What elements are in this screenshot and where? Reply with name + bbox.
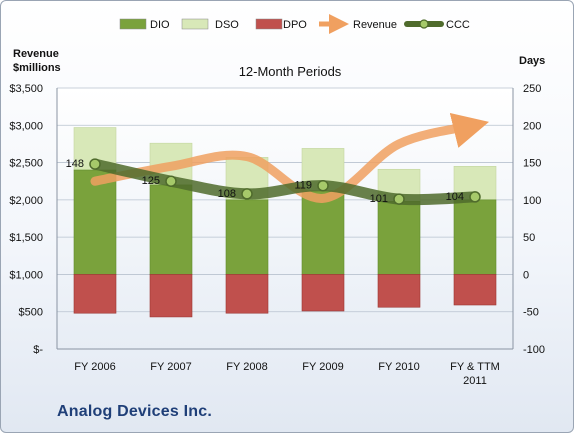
- ccc-data-label: 101: [370, 193, 388, 205]
- left-tick-label: $3,000: [9, 120, 43, 132]
- left-tick-label: $3,500: [9, 83, 43, 95]
- x-tick-label: FY 2010: [378, 361, 419, 373]
- revenue-point: [321, 196, 325, 200]
- dpo-bar: [301, 274, 345, 312]
- dpo-bar: [73, 274, 117, 314]
- ccc-point: [393, 193, 405, 205]
- right-tick-label: 200: [523, 120, 541, 132]
- revenue-point: [397, 142, 401, 146]
- right-tick-label: 0: [523, 269, 529, 281]
- left-tick-label: $1,000: [9, 269, 43, 281]
- dio-bar: [73, 169, 117, 275]
- legend-swatch-dio: [119, 18, 147, 30]
- left-tick-label: $-: [33, 344, 43, 356]
- left-tick-label: $2,500: [9, 158, 43, 170]
- x-tick-label: 2011: [463, 375, 487, 387]
- ccc-data-label: 148: [66, 158, 84, 170]
- ccc-data-label: 108: [218, 188, 236, 200]
- x-tick-label: FY & TTM: [450, 361, 500, 373]
- ccc-line: [89, 158, 481, 206]
- revenue-point: [93, 179, 97, 183]
- x-tick-label: FY 2006: [74, 361, 115, 373]
- left-tick-label: $1,500: [9, 232, 43, 244]
- x-tick-label: FY 2009: [302, 361, 343, 373]
- left-tick-label: $2,000: [9, 195, 43, 207]
- right-tick-label: -50: [523, 307, 539, 319]
- legend-swatch-dpo: [255, 18, 283, 30]
- ccc-data-label: 119: [294, 180, 312, 192]
- axis-layer: $- -100 $500 -50 $1,000 0 $1,500 50 $2,000 100 $2,…: [9, 83, 545, 387]
- dpo-bar: [149, 274, 193, 318]
- ccc-data-label: 104: [446, 191, 464, 203]
- right-axis-title: Days: [519, 55, 545, 67]
- right-tick-label: 100: [523, 195, 541, 207]
- dio-bar: [377, 201, 421, 275]
- revenue-point: [473, 123, 477, 127]
- right-tick-label: 150: [523, 158, 541, 170]
- right-tick-label: 50: [523, 232, 535, 244]
- ccc-point: [241, 188, 253, 200]
- right-tick-label: -100: [523, 344, 545, 356]
- legend-swatch-dso: [181, 18, 209, 30]
- ccc-point: [165, 175, 177, 187]
- chart-title: 12-Month Periods: [239, 64, 342, 79]
- dio-bar: [301, 190, 345, 275]
- dio-bar: [149, 184, 193, 275]
- dio-bar: [225, 199, 269, 275]
- dio-bar: [453, 199, 497, 275]
- ccc-data-label: 125: [142, 175, 160, 187]
- left-tick-label: $500: [19, 307, 43, 319]
- legend-label-ccc: CCC: [446, 19, 470, 31]
- right-tick-label: 250: [523, 83, 541, 95]
- x-tick-label: FY 2007: [150, 361, 191, 373]
- ccc-point: [469, 191, 481, 203]
- x-tick-label: FY 2008: [226, 361, 267, 373]
- legend-label-revenue: Revenue: [353, 19, 397, 31]
- legend: DIO DSO DPO Revenue CCC: [119, 14, 470, 34]
- revenue-point: [245, 155, 249, 159]
- line-layer: 148 125 108 119 101 104: [66, 112, 489, 206]
- left-axis-title-line2: $millions: [13, 62, 61, 74]
- legend-label-dso: DSO: [215, 19, 239, 31]
- ccc-point: [317, 179, 329, 192]
- dpo-bar: [377, 274, 421, 308]
- dpo-bar: [453, 274, 497, 306]
- left-axis-title-line1: Revenue: [13, 48, 59, 60]
- company-name: Analog Devices Inc.: [57, 403, 212, 420]
- legend-swatch-ccc-marker: [419, 19, 429, 29]
- legend-label-dpo: DPO: [283, 19, 307, 31]
- legend-label-dio: DIO: [150, 19, 170, 31]
- dpo-bar: [225, 274, 269, 314]
- ccc-point: [89, 158, 101, 170]
- revenue-point: [169, 164, 173, 168]
